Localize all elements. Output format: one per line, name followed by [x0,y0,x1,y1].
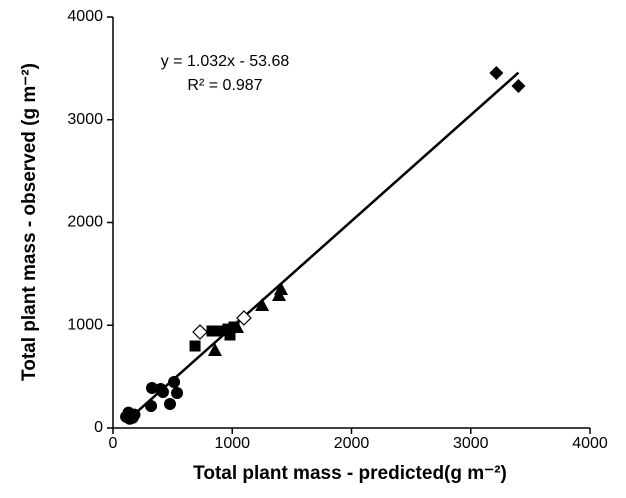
y-axis-title: Total plant mass - observed (g m⁻²) [19,63,40,381]
x-tick-label: 4000 [572,435,608,452]
point [189,340,201,352]
point [145,400,158,413]
point [212,325,224,337]
x-axis-title: Total plant mass - predicted(g m⁻²) [193,463,507,484]
x-tick-label: 1000 [214,435,250,452]
point [123,412,136,425]
point [255,298,270,312]
point [511,79,526,94]
point [222,323,234,335]
point [168,375,181,388]
point [171,386,184,399]
y-tick-label: 3000 [67,111,103,128]
x-tick-label: 3000 [453,435,489,452]
point [230,319,245,333]
point [154,382,167,395]
point [145,382,158,395]
equation: y = 1.032x - 53.68 [161,53,290,70]
point [236,310,252,326]
trend-line [125,71,520,423]
y-tick-label: 4000 [67,8,103,25]
point [224,329,236,341]
y-tick-label: 0 [94,419,103,436]
point [164,397,177,410]
x-tick-label: 2000 [334,435,370,452]
y-tick-label: 1000 [67,316,103,333]
r-squared: R² = 0.987 [187,77,262,94]
point [489,65,504,80]
point [207,343,222,357]
x-tick-label: 0 [109,435,118,452]
y-tick-label: 2000 [67,214,103,231]
point [274,281,289,295]
point [192,324,208,340]
point [206,325,218,337]
